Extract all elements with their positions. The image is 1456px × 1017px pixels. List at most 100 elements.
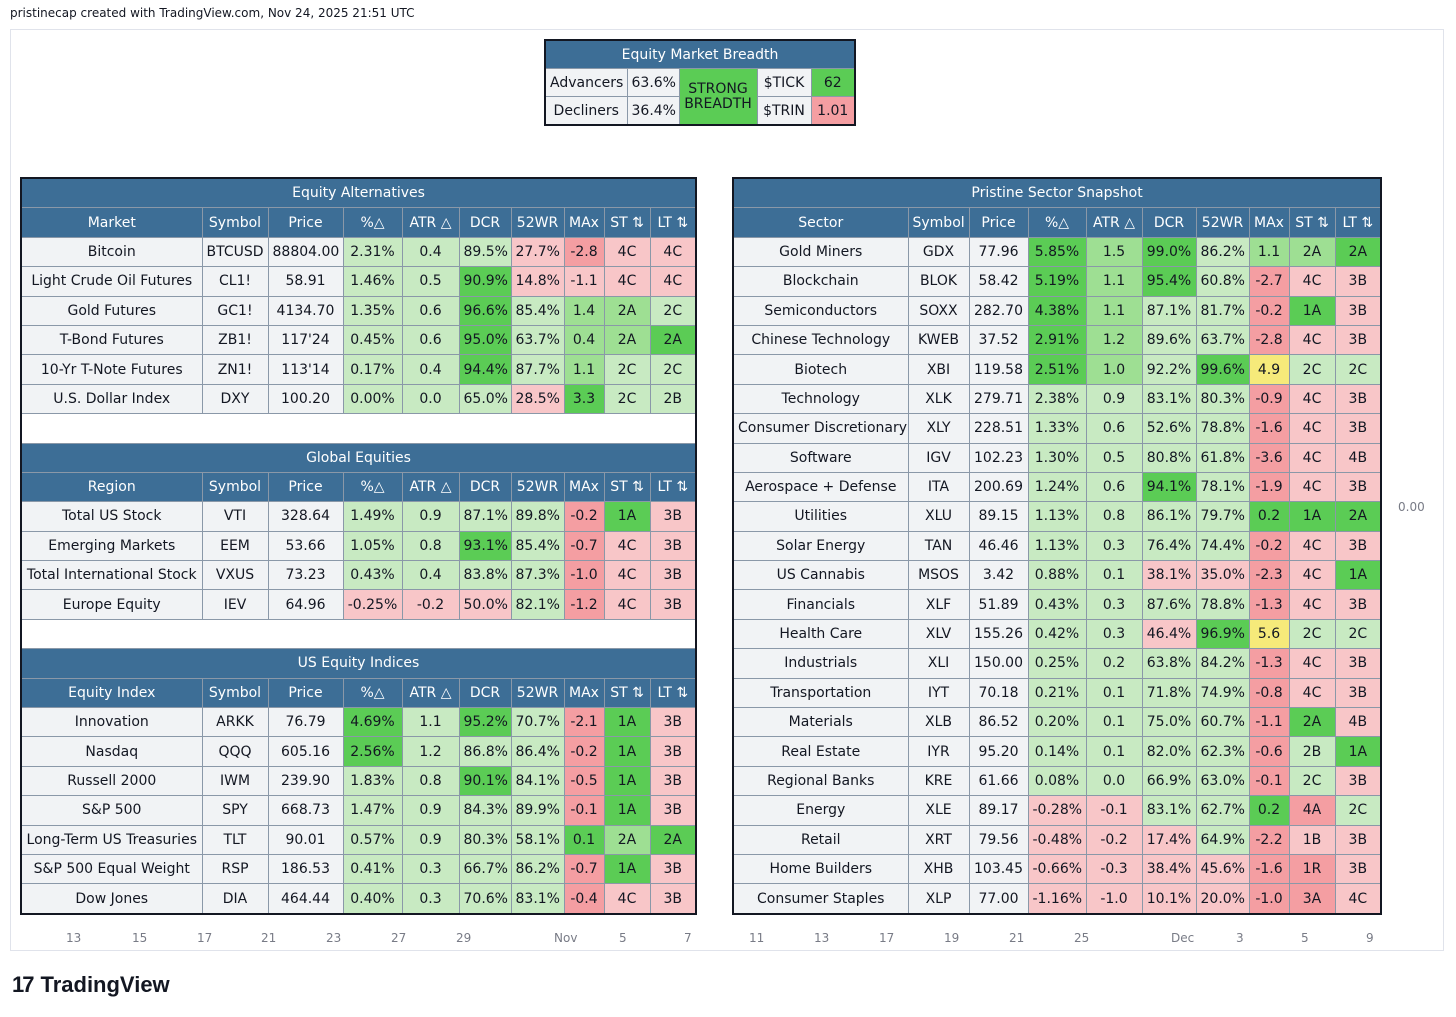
column-header[interactable]: DCR <box>458 207 512 238</box>
cell-name: Home Builders <box>732 853 909 885</box>
cell-dcr: 76.4% <box>1141 530 1197 562</box>
column-header[interactable]: ATR △ <box>1085 207 1143 238</box>
cell-lt: 3B <box>649 501 697 532</box>
column-header[interactable]: LT ⇅ <box>1334 207 1382 238</box>
time-axis-label: Nov <box>554 931 578 945</box>
column-header[interactable]: ST ⇅ <box>1288 207 1336 238</box>
cell-st: 4C <box>603 589 651 620</box>
indices-header-row: Equity Index Symbol Price %△ ATR △ DCR 52WR MAx… <box>20 677 697 709</box>
column-header[interactable]: MAx <box>563 207 605 238</box>
column-header[interactable]: DCR <box>1141 207 1197 238</box>
cell-max: -0.5 <box>563 765 605 797</box>
cell-lt: 3B <box>649 765 697 797</box>
column-header[interactable]: ATR △ <box>401 471 460 503</box>
column-header[interactable]: 52WR <box>510 207 565 238</box>
cell-st: 4C <box>603 883 651 915</box>
column-header[interactable]: Sector <box>732 207 909 238</box>
table-row: Real Estate IYR 95.20 0.14% 0.1 82.0% 62.3% -0.… <box>732 736 1382 767</box>
cell-st: 2C <box>1288 765 1336 797</box>
cell-name: Bitcoin <box>20 236 203 268</box>
cell-name: S&P 500 <box>20 795 203 826</box>
cell-pct-change: 1.83% <box>342 765 403 797</box>
cell-st: 2C <box>1288 618 1336 650</box>
cell-st: 4C <box>1288 324 1336 356</box>
column-header[interactable]: LT ⇅ <box>649 207 697 238</box>
column-header[interactable]: Price <box>968 207 1029 238</box>
cell-dcr: 86.1% <box>1141 501 1197 532</box>
cell-st: 4C <box>1288 560 1336 591</box>
decliners-value: 36.4% <box>626 96 680 126</box>
cell-price: 61.66 <box>968 765 1029 797</box>
cell-pct-change: 0.88% <box>1027 560 1087 591</box>
cell-52wr: 85.4% <box>510 530 565 562</box>
cell-max: 0.2 <box>1248 795 1290 826</box>
column-header[interactable]: Region <box>20 471 203 503</box>
cell-52wr: 86.4% <box>510 736 565 767</box>
column-header[interactable]: Price <box>267 677 344 709</box>
cell-price: 605.16 <box>267 736 344 767</box>
table-row: Dow Jones DIA 464.44 0.40% 0.3 70.6% 83.1% -0.4… <box>20 883 697 915</box>
cell-name: Aerospace + Defense <box>732 471 909 503</box>
column-header[interactable]: MAx <box>563 677 605 709</box>
cell-atr-change: 0.9 <box>401 501 460 532</box>
cell-symbol: XLB <box>907 707 970 738</box>
cell-max: 3.3 <box>563 383 605 415</box>
column-header[interactable]: Symbol <box>907 207 970 238</box>
column-header[interactable]: LT ⇅ <box>649 471 697 503</box>
column-header[interactable]: %△ <box>1027 207 1087 238</box>
column-header[interactable]: ATR △ <box>401 677 460 709</box>
column-header[interactable]: Symbol <box>201 677 269 709</box>
cell-name: Software <box>732 442 909 473</box>
cell-name: Nasdaq <box>20 736 203 767</box>
column-header[interactable]: %△ <box>342 207 403 238</box>
cell-max: 1.1 <box>1248 236 1290 268</box>
column-header[interactable]: Equity Index <box>20 677 203 709</box>
column-header[interactable]: ATR △ <box>401 207 460 238</box>
column-header[interactable]: Price <box>267 471 344 503</box>
column-header[interactable]: %△ <box>342 471 403 503</box>
column-header[interactable]: ST ⇅ <box>603 471 651 503</box>
cell-52wr: 58.1% <box>510 824 565 855</box>
cell-pct-change: 4.38% <box>1027 295 1087 326</box>
cell-dcr: 87.1% <box>1141 295 1197 326</box>
column-header[interactable]: MAx <box>563 471 605 503</box>
column-header[interactable]: 52WR <box>510 677 565 709</box>
cell-atr-change: 0.3 <box>401 883 460 915</box>
chart-frame <box>10 29 1444 951</box>
column-header[interactable]: DCR <box>458 471 512 503</box>
column-header[interactable]: ST ⇅ <box>603 677 651 709</box>
column-header[interactable]: 52WR <box>1195 207 1250 238</box>
global-title: Global Equities <box>20 442 697 473</box>
cell-atr-change: 0.4 <box>401 236 460 268</box>
column-header[interactable]: MAx <box>1248 207 1290 238</box>
column-header[interactable]: Market <box>20 207 203 238</box>
column-header[interactable]: 52WR <box>510 471 565 503</box>
column-header[interactable]: ST ⇅ <box>603 207 651 238</box>
column-header[interactable]: LT ⇅ <box>649 677 697 709</box>
cell-dcr: 86.8% <box>458 736 512 767</box>
cell-atr-change: 0.6 <box>401 295 460 326</box>
column-header[interactable]: Symbol <box>201 207 269 238</box>
time-axis-label: 13 <box>814 931 830 945</box>
column-header[interactable]: Symbol <box>201 471 269 503</box>
cell-pct-change: 0.43% <box>1027 589 1087 620</box>
cell-lt: 3B <box>1334 648 1382 679</box>
cell-atr-change: 0.2 <box>1085 648 1143 679</box>
tradingview-logo[interactable]: 17 TradingView <box>12 972 170 998</box>
cell-st: 4C <box>603 236 651 268</box>
time-axis-label: 27 <box>391 931 407 945</box>
section-spacer <box>21 618 697 650</box>
cell-pct-change: 1.13% <box>1027 530 1087 562</box>
cell-name: Transportation <box>732 677 909 709</box>
cell-price: 37.52 <box>968 324 1029 356</box>
cell-price: 76.79 <box>267 707 344 738</box>
cell-atr-change: 0.9 <box>1085 383 1143 415</box>
column-header[interactable]: DCR <box>458 677 512 709</box>
column-header[interactable]: Price <box>267 207 344 238</box>
cell-52wr: 84.2% <box>1195 648 1250 679</box>
column-header[interactable]: %△ <box>342 677 403 709</box>
cell-st: 4C <box>1288 648 1336 679</box>
cell-max: -1.9 <box>1248 471 1290 503</box>
cell-max: -2.8 <box>1248 324 1290 356</box>
cell-symbol: SPY <box>201 795 269 826</box>
